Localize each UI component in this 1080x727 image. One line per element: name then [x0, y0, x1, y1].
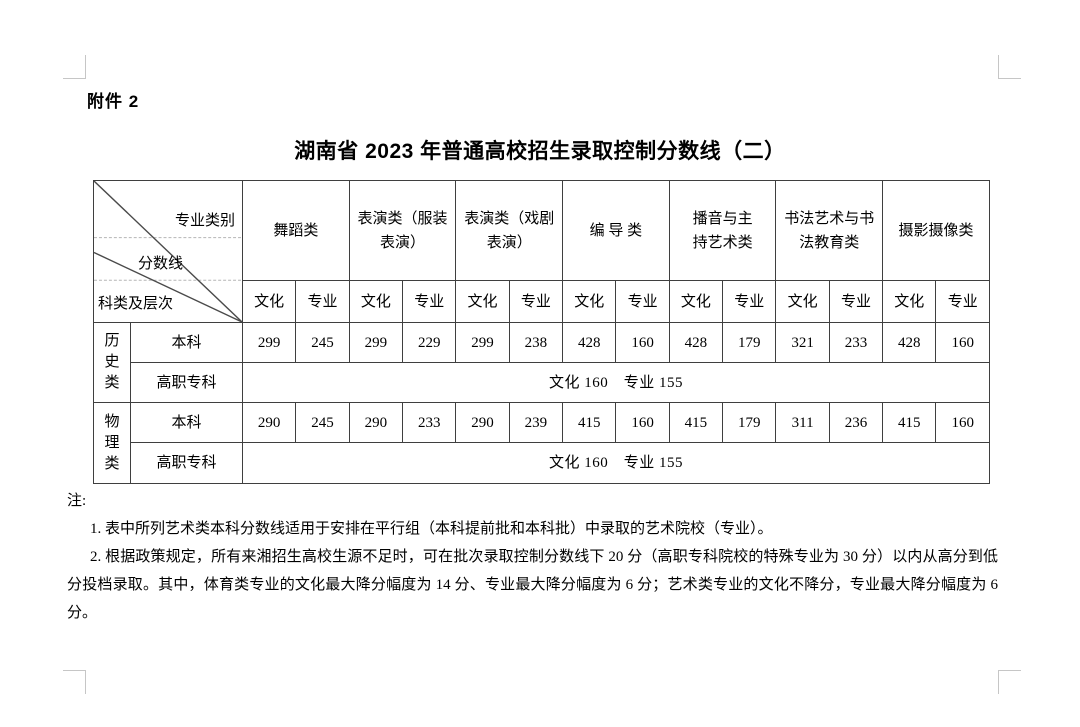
score-cell: 311: [775, 402, 830, 443]
score-cell: 415: [562, 402, 617, 443]
score-line-table: 专业类别 分数线 科类及层次 舞蹈类 表演类（服装 表演） 表演类（戏剧 表演）…: [93, 180, 990, 484]
category-header-calligraphy: 书法艺术与书 法教育类: [775, 180, 884, 281]
corner-label-major-category: 专业类别: [174, 213, 235, 229]
group-char: 理: [104, 434, 120, 451]
page-corner-mark-bottom-right: [998, 670, 1021, 694]
subheader-culture: 文化: [455, 280, 510, 323]
page-corner-mark-top-left: [63, 55, 86, 79]
score-cell: 238: [508, 322, 564, 363]
category-header-dance: 舞蹈类: [242, 180, 350, 281]
page-corner-mark-top-right: [998, 55, 1021, 79]
level-label: 高职专科: [130, 362, 243, 403]
group-char: 史: [104, 354, 120, 370]
category-header-performance-drama: 表演类（戏剧 表演）: [455, 180, 564, 281]
group-label-physics: 物 理 类: [93, 402, 131, 484]
score-cell: 160: [615, 322, 670, 363]
score-cell: 290: [348, 402, 404, 443]
group-char: 类: [104, 455, 120, 472]
merged-score-cell: 文化 160 专业 155: [242, 442, 990, 484]
category-header-row: 专业类别 分数线 科类及层次 舞蹈类 表演类（服装 表演） 表演类（戏剧 表演）…: [93, 180, 990, 323]
score-cell: 428: [668, 322, 724, 363]
category-line: 持艺术类: [692, 234, 753, 251]
category-line: 法教育类: [799, 234, 860, 251]
score-cell: 160: [615, 402, 670, 443]
score-cell: 428: [882, 322, 937, 363]
score-cell: 179: [722, 322, 777, 363]
notes-label: 注:: [67, 493, 87, 509]
score-cell: 299: [241, 322, 297, 363]
category-line: 表演类（服装: [357, 210, 448, 227]
category-line: 表演类（戏剧: [464, 210, 555, 227]
score-cell: 290: [241, 402, 297, 443]
category-header-broadcasting: 播音与主 持艺术类: [668, 180, 777, 281]
subheader-major: 专业: [722, 280, 777, 323]
group-char: 历: [104, 333, 120, 349]
score-cell: 160: [935, 402, 990, 443]
score-cell: 299: [455, 322, 510, 363]
page-corner-mark-bottom-left: [63, 670, 86, 694]
score-cell: 233: [828, 322, 884, 363]
corner-diagonal-lines: [94, 181, 242, 322]
group-char: 类: [104, 375, 120, 391]
score-cell: 236: [828, 402, 884, 443]
attachment-label: 附件 2: [87, 92, 140, 111]
subheader-culture: 文化: [882, 280, 937, 323]
table-corner-cell: 专业类别 分数线 科类及层次: [93, 180, 243, 323]
score-cell: 321: [775, 322, 830, 363]
category-header-photography: 摄影摄像类: [882, 180, 990, 281]
score-cell: 245: [295, 402, 350, 443]
category-line: 书法艺术与书: [784, 210, 875, 227]
subheader-culture: 文化: [562, 280, 617, 323]
subheader-culture: 文化: [241, 280, 297, 323]
score-cell: 428: [562, 322, 617, 363]
category-line: 表演）: [486, 234, 532, 251]
subheader-row: 文化 专业 文化 专业 文化 专业 文化 专业 文化 专业 文化 专业 文化 专…: [94, 280, 990, 323]
history-undergraduate-row: 历 史 类 本科 299 245 299 229 299 238 428 160…: [93, 322, 990, 403]
subheader-major: 专业: [935, 280, 990, 323]
score-cell: 299: [348, 322, 404, 363]
subheader-culture: 文化: [668, 280, 724, 323]
notes-section: 注: 1. 表中所列艺术类本科分数线适用于安排在平行组（本科提前批和本科批）中录…: [67, 487, 998, 627]
score-cell: 415: [668, 402, 724, 443]
category-header-directing: 编 导 类: [562, 180, 670, 281]
category-header-performance-fashion: 表演类（服装 表演）: [348, 180, 457, 281]
score-cell: 239: [508, 402, 564, 443]
subheader-major: 专业: [828, 280, 884, 323]
history-vocational-row: 高职专科 文化 160 专业 155: [94, 362, 990, 403]
level-label: 本科: [130, 402, 243, 443]
category-line: 播音与主: [692, 210, 753, 227]
subheader-major: 专业: [402, 280, 457, 323]
subheader-major: 专业: [615, 280, 670, 323]
corner-label-subject-level: 科类及层次: [98, 296, 174, 312]
note-item-2: 2. 根据政策规定，所有来湘招生高校生源不足时，可在批次录取控制分数线下 20 …: [67, 549, 998, 621]
subheader-major: 专业: [295, 280, 350, 323]
physics-vocational-row: 高职专科 文化 160 专业 155: [94, 442, 990, 484]
subheader-culture: 文化: [348, 280, 404, 323]
level-label: 高职专科: [130, 442, 243, 484]
score-cell: 160: [935, 322, 990, 363]
score-cell: 290: [455, 402, 510, 443]
category-line: 摄影摄像类: [898, 222, 974, 239]
corner-label-score-line: 分数线: [138, 256, 184, 272]
page-title: 湖南省 2023 年普通高校招生录取控制分数线（二）: [294, 140, 786, 163]
group-label-history: 历 史 类: [93, 322, 131, 403]
group-char: 物: [104, 413, 120, 430]
physics-undergraduate-row: 物 理 类 本科 290 245 290 233 290 239 415 160…: [93, 402, 990, 484]
category-line: 编 导 类: [589, 222, 643, 239]
score-cell: 229: [402, 322, 457, 363]
score-cell: 233: [402, 402, 457, 443]
level-label: 本科: [130, 322, 243, 363]
score-cell: 415: [882, 402, 937, 443]
category-line: 表演）: [380, 234, 426, 251]
score-cell: 179: [722, 402, 777, 443]
subheader-culture: 文化: [775, 280, 830, 323]
subheader-major: 专业: [508, 280, 564, 323]
score-cell: 245: [295, 322, 350, 363]
category-line: 舞蹈类: [273, 222, 319, 239]
merged-score-cell: 文化 160 专业 155: [242, 362, 990, 403]
note-item-1: 1. 表中所列艺术类本科分数线适用于安排在平行组（本科提前批和本科批）中录取的艺…: [90, 521, 773, 537]
